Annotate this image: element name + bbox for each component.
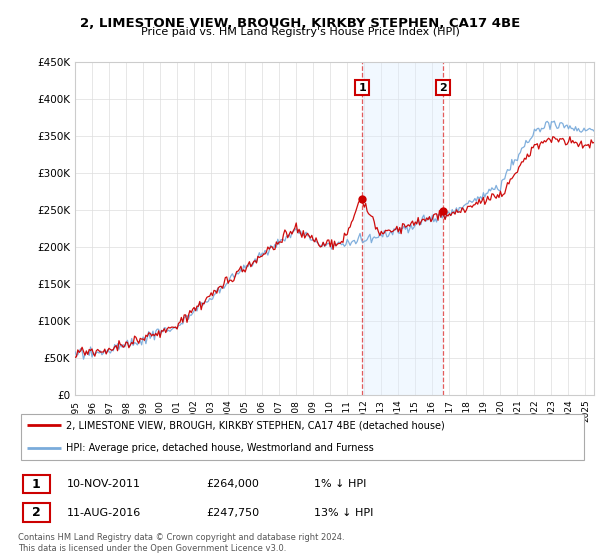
Text: 2, LIMESTONE VIEW, BROUGH, KIRKBY STEPHEN, CA17 4BE: 2, LIMESTONE VIEW, BROUGH, KIRKBY STEPHE… <box>80 17 520 30</box>
Text: 13% ↓ HPI: 13% ↓ HPI <box>314 507 374 517</box>
Text: £247,750: £247,750 <box>206 507 259 517</box>
Text: 2: 2 <box>32 506 41 519</box>
Text: 1: 1 <box>32 478 41 491</box>
Text: Contains HM Land Registry data © Crown copyright and database right 2024.
This d: Contains HM Land Registry data © Crown c… <box>18 533 344 553</box>
Bar <box>362 62 443 395</box>
Text: Price paid vs. HM Land Registry's House Price Index (HPI): Price paid vs. HM Land Registry's House … <box>140 27 460 37</box>
Text: 10-NOV-2011: 10-NOV-2011 <box>67 479 140 489</box>
FancyBboxPatch shape <box>23 503 50 522</box>
Text: 2: 2 <box>439 82 447 92</box>
Text: 11-AUG-2016: 11-AUG-2016 <box>67 507 140 517</box>
FancyBboxPatch shape <box>21 414 584 460</box>
Text: £264,000: £264,000 <box>206 479 259 489</box>
Text: HPI: Average price, detached house, Westmorland and Furness: HPI: Average price, detached house, West… <box>67 444 374 454</box>
Text: 2, LIMESTONE VIEW, BROUGH, KIRKBY STEPHEN, CA17 4BE (detached house): 2, LIMESTONE VIEW, BROUGH, KIRKBY STEPHE… <box>67 420 445 430</box>
FancyBboxPatch shape <box>23 475 50 493</box>
Text: 1: 1 <box>358 82 366 92</box>
Text: 1% ↓ HPI: 1% ↓ HPI <box>314 479 367 489</box>
